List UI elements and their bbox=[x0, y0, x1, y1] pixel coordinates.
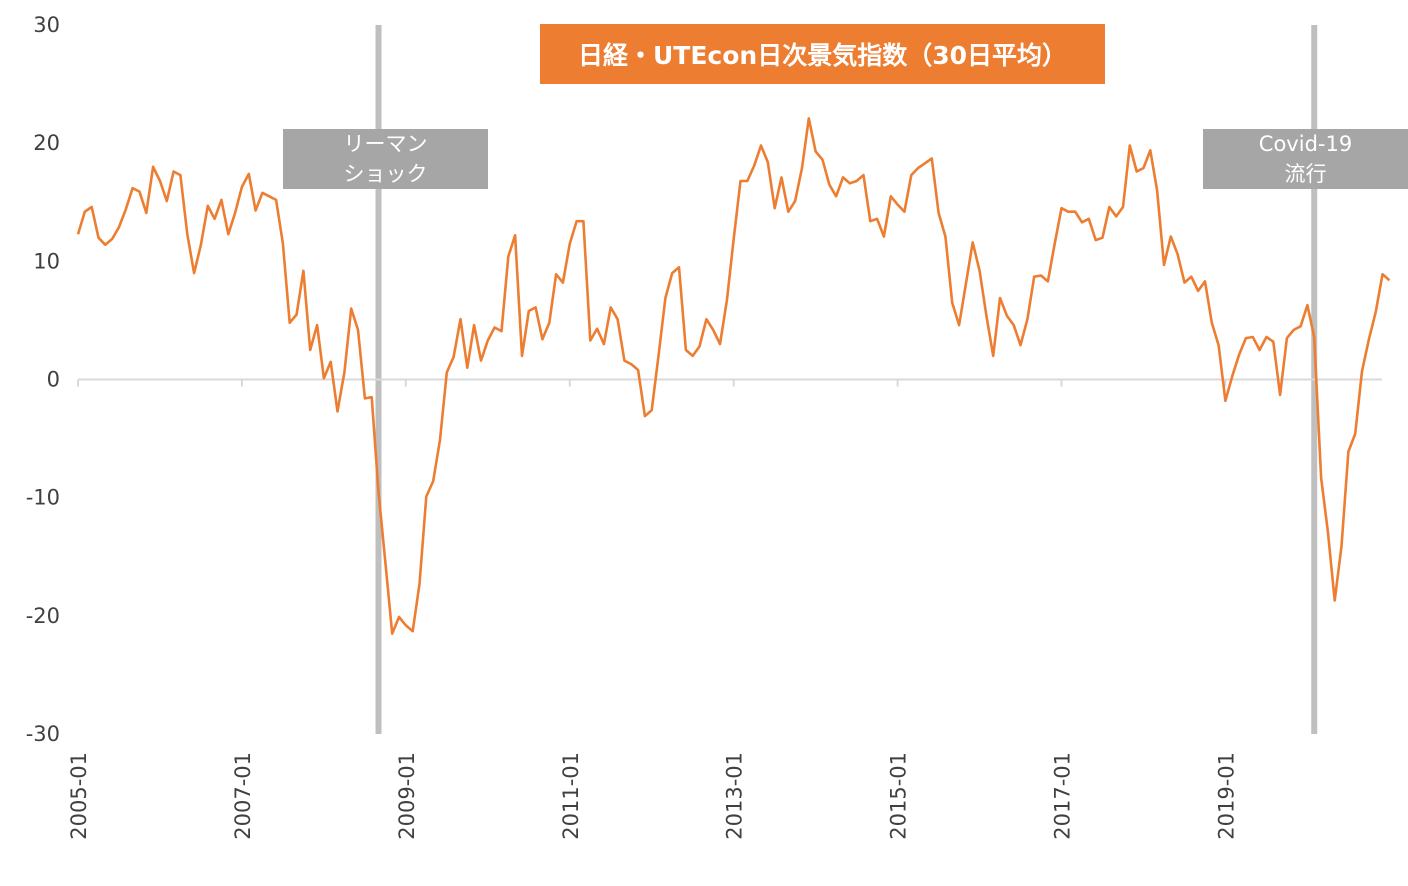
x-tick-label: 2005-01 bbox=[67, 752, 91, 840]
x-tick-label: 2017-01 bbox=[1051, 752, 1075, 840]
y-tick-label: 10 bbox=[33, 249, 60, 273]
x-tick-label: 2007-01 bbox=[231, 752, 255, 840]
y-tick-label: 0 bbox=[47, 368, 60, 392]
event-label-covid-line1: Covid-19 bbox=[1258, 132, 1353, 156]
event-label-lehman-line1: リーマン bbox=[343, 132, 428, 156]
y-tick-label: -20 bbox=[26, 604, 60, 628]
x-tick-label: 2019-01 bbox=[1214, 752, 1238, 840]
y-tick-label: -30 bbox=[26, 722, 60, 746]
y-tick-label: 20 bbox=[33, 131, 60, 155]
chart-title: 日経・UTEcon日次景気指数（30日平均） bbox=[540, 24, 1105, 84]
event-label-lehman-line2: ショック bbox=[343, 162, 428, 186]
x-tick-label: 2013-01 bbox=[723, 752, 747, 840]
x-tick-label: 2009-01 bbox=[395, 752, 419, 840]
event-label-covid-line2: 流行 bbox=[1284, 162, 1327, 186]
event-label-lehman: リーマン ショック bbox=[283, 129, 488, 189]
event-label-covid: Covid-19 流行 bbox=[1203, 129, 1408, 189]
y-tick-label: 30 bbox=[33, 13, 60, 37]
x-tick-label: 2015-01 bbox=[887, 752, 911, 840]
series-line-0 bbox=[76, 117, 1391, 635]
x-tick-label: 2011-01 bbox=[559, 752, 583, 840]
y-tick-label: -10 bbox=[26, 486, 60, 510]
